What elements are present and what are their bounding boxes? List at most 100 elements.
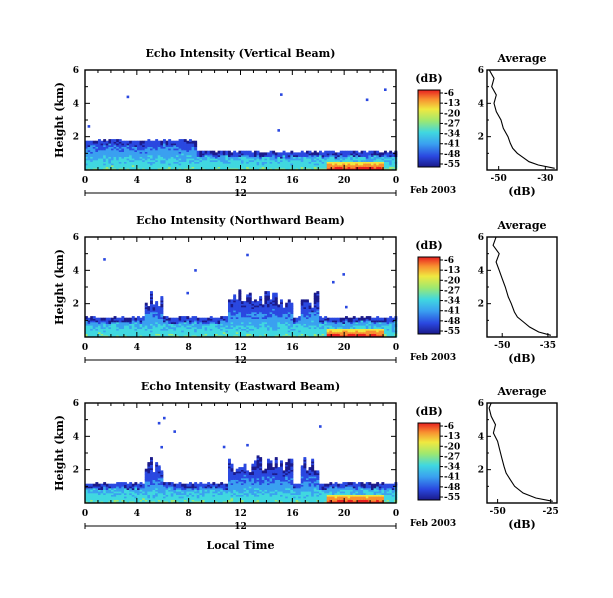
echo-cell bbox=[147, 463, 151, 467]
echo-cell bbox=[111, 155, 114, 159]
echo-cell bbox=[365, 329, 369, 333]
echo-cell bbox=[220, 317, 224, 321]
echo-cell bbox=[108, 140, 112, 144]
echo-cell bbox=[282, 488, 286, 492]
echo-cell bbox=[282, 152, 286, 156]
echo-cell bbox=[142, 165, 146, 169]
echo-cell bbox=[267, 331, 270, 334]
echo-cell bbox=[264, 157, 268, 161]
echo-cell bbox=[147, 334, 151, 338]
echo-cell bbox=[170, 142, 174, 146]
echo-cell bbox=[139, 164, 143, 167]
echo-cell bbox=[347, 157, 351, 161]
echo-cell bbox=[155, 478, 159, 482]
echo-cell bbox=[287, 162, 291, 166]
echo-cell bbox=[142, 334, 146, 338]
echo-cell bbox=[178, 493, 182, 497]
echo-cell bbox=[129, 152, 133, 156]
echo-cell bbox=[103, 334, 107, 338]
echo-cell bbox=[363, 334, 367, 338]
echo-cell bbox=[313, 334, 317, 338]
echo-cell bbox=[139, 160, 143, 164]
echo-cell bbox=[254, 483, 257, 487]
echo-cell bbox=[100, 331, 104, 334]
echo-cell bbox=[358, 326, 361, 329]
echo-cell bbox=[287, 322, 291, 326]
echo-cell bbox=[189, 498, 192, 502]
echo-cell bbox=[295, 324, 299, 328]
echo-cell bbox=[285, 480, 289, 484]
echo-cell bbox=[233, 487, 237, 490]
echo-cell bbox=[285, 483, 289, 487]
echo-cell bbox=[191, 140, 195, 144]
echo-cell bbox=[150, 159, 153, 162]
echo-cell bbox=[295, 160, 299, 164]
colorbar-unit: (dB) bbox=[415, 72, 442, 85]
echo-cell bbox=[261, 485, 265, 489]
echo-cell bbox=[259, 299, 263, 303]
echo-cell bbox=[267, 314, 270, 318]
echo-cell bbox=[222, 490, 226, 494]
echo-cell bbox=[303, 154, 307, 157]
echo-cell bbox=[100, 144, 104, 147]
echo-cell bbox=[217, 500, 221, 504]
echo-cell bbox=[308, 150, 312, 154]
echo-cell bbox=[298, 319, 302, 323]
echo-cell bbox=[267, 294, 270, 298]
echo-cell bbox=[85, 487, 88, 490]
echo-cell bbox=[251, 152, 255, 156]
echo-cell bbox=[254, 493, 257, 497]
echo-cell bbox=[298, 322, 302, 326]
echo-cell bbox=[103, 319, 107, 323]
echo-cell bbox=[124, 482, 127, 485]
echo-cell bbox=[222, 487, 226, 490]
echo-cell bbox=[103, 155, 107, 159]
echo-cell bbox=[126, 485, 130, 489]
echo-cell bbox=[113, 332, 117, 336]
echo-cell bbox=[277, 482, 281, 485]
echo-cell bbox=[228, 302, 231, 306]
echo-cell bbox=[269, 306, 273, 309]
echo-cell bbox=[100, 332, 104, 336]
echo-cell bbox=[319, 332, 322, 336]
echo-cell bbox=[350, 321, 354, 324]
echo-cell bbox=[124, 165, 127, 169]
echo-cell bbox=[280, 463, 283, 467]
echo-cell bbox=[196, 159, 200, 162]
echo-cell bbox=[126, 140, 130, 144]
echo-cell bbox=[90, 155, 94, 159]
echo-cell bbox=[186, 167, 190, 171]
echo-cell bbox=[230, 472, 234, 475]
echo-cell bbox=[264, 301, 268, 304]
echo-cell bbox=[243, 472, 247, 475]
echo-cell bbox=[209, 497, 213, 500]
echo-cell bbox=[150, 458, 153, 462]
echo-cell bbox=[274, 497, 278, 500]
echo-cell bbox=[173, 492, 177, 495]
echo-cell bbox=[176, 145, 179, 149]
colorbar bbox=[417, 256, 441, 335]
echo-cell bbox=[321, 321, 325, 324]
echo-cell bbox=[131, 319, 135, 323]
echo-cell bbox=[176, 485, 179, 489]
echo-cell bbox=[285, 462, 289, 465]
echo-cell bbox=[92, 498, 96, 502]
echo-cell bbox=[295, 497, 299, 500]
echo-cell bbox=[163, 485, 166, 489]
echo-cell bbox=[225, 152, 229, 156]
echo-cell bbox=[261, 162, 265, 166]
echo-cell bbox=[243, 155, 247, 159]
echo-cell bbox=[280, 162, 283, 166]
echo-cell bbox=[105, 149, 109, 152]
echo-cell bbox=[368, 324, 372, 328]
echo-cell bbox=[241, 165, 244, 169]
echo-cell bbox=[144, 326, 148, 329]
echo-cell bbox=[142, 485, 146, 489]
echo-cell bbox=[204, 317, 208, 321]
echo-cell bbox=[147, 467, 151, 470]
echo-cell bbox=[254, 498, 257, 502]
echo-cell bbox=[105, 495, 109, 499]
echo-cell bbox=[282, 159, 286, 162]
echo-cell bbox=[111, 488, 114, 492]
x-tick-label: 4 bbox=[134, 343, 140, 353]
